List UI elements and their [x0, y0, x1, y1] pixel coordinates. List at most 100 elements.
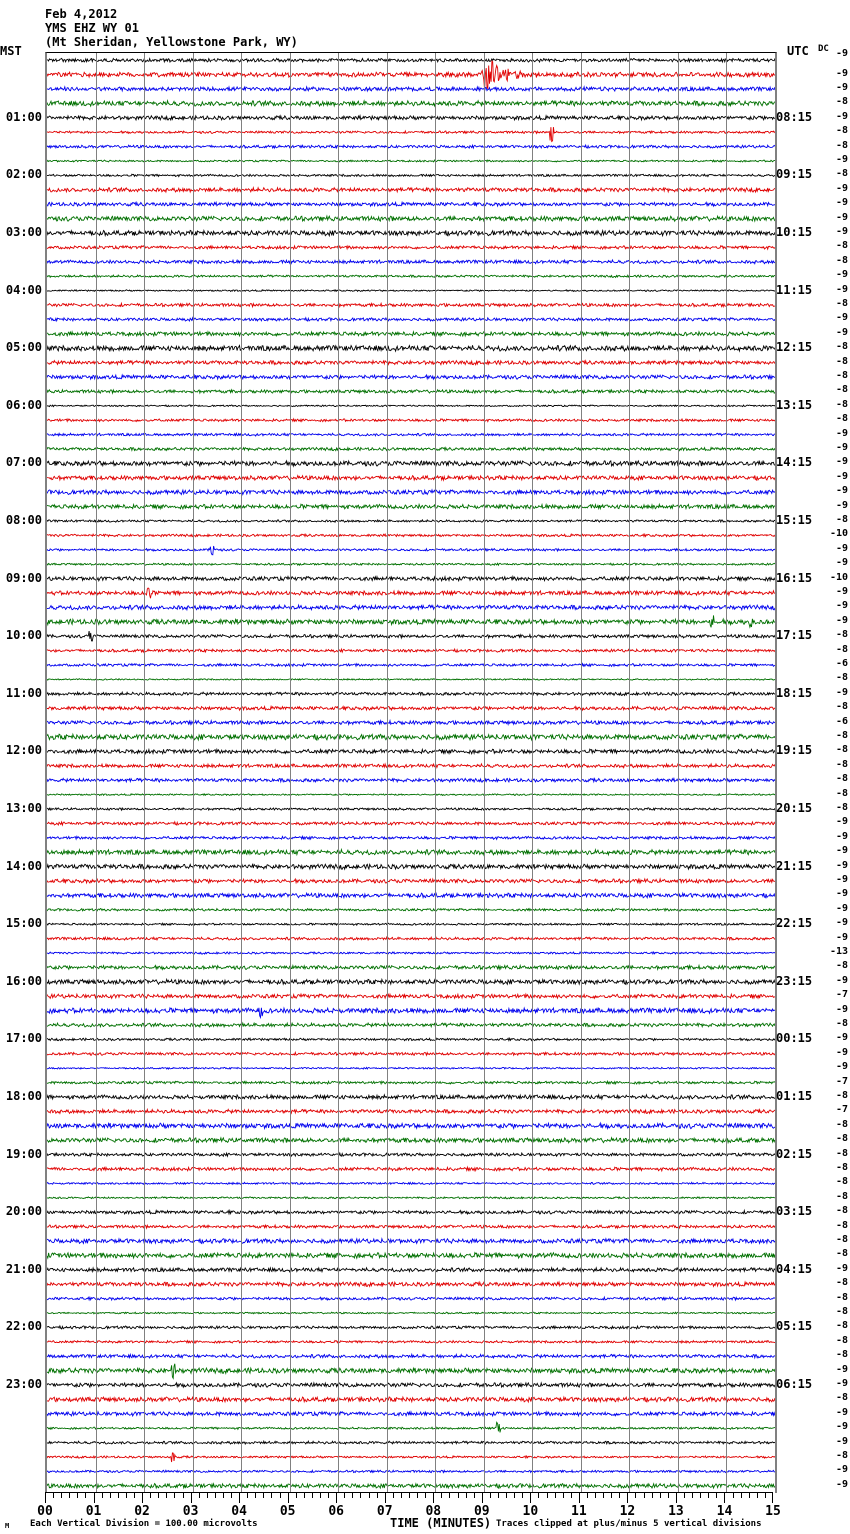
x-tick-minor	[247, 1492, 249, 1498]
x-tick-major	[142, 1492, 144, 1503]
trace-line	[47, 631, 775, 642]
dc-offset-value: -8	[835, 1334, 848, 1346]
trace-line	[47, 615, 775, 629]
x-axis-label: 09	[473, 1504, 490, 1519]
trace-line	[47, 907, 775, 913]
dc-offset-value: -8	[835, 802, 848, 813]
x-tick-minor	[295, 1492, 297, 1498]
utc-time-label: 06:15	[776, 1377, 813, 1391]
trace-line	[47, 1395, 775, 1404]
x-tick-major	[384, 1492, 386, 1503]
trace-line	[47, 1208, 775, 1216]
x-tick-minor	[125, 1492, 127, 1498]
x-tick-minor	[271, 1492, 273, 1498]
x-tick-minor	[198, 1492, 200, 1498]
trace-line	[47, 877, 775, 885]
trace-line	[47, 677, 775, 681]
footer-clip-note: Traces clipped at plus/minus 5 vertical …	[496, 1519, 762, 1529]
x-tick-minor	[700, 1492, 702, 1498]
trace-line	[47, 143, 775, 150]
dc-offset-value: -9	[835, 67, 848, 79]
utc-time-label: 09:15	[776, 167, 813, 182]
x-axis-label: 08	[425, 1504, 442, 1519]
x-tick-minor	[69, 1492, 71, 1498]
x-tick-minor	[603, 1492, 605, 1498]
x-tick-minor	[206, 1492, 208, 1498]
trace-line	[47, 747, 775, 756]
dc-offset-value: -13	[829, 946, 848, 957]
trace-line	[47, 992, 775, 1000]
x-axis-label: 13	[668, 1504, 684, 1519]
trace-line	[47, 1021, 775, 1029]
footer-scale-note: Each Vertical Division = 100.00 microvol…	[30, 1519, 258, 1529]
dc-offset-value: -9	[835, 586, 848, 597]
x-tick-minor	[595, 1492, 597, 1498]
trace-line	[47, 977, 775, 986]
trace-line	[47, 474, 775, 482]
dc-offset-value: -9	[835, 499, 848, 511]
x-tick-minor	[77, 1492, 79, 1498]
trace-line	[47, 502, 775, 511]
x-tick-minor	[538, 1492, 540, 1498]
x-tick-minor	[182, 1492, 184, 1498]
footer-mark-icon: M	[5, 1522, 10, 1530]
x-tick-minor	[231, 1492, 233, 1498]
x-tick-major	[675, 1492, 677, 1503]
dc-offset-value: -9	[835, 1378, 848, 1389]
trace-line	[47, 562, 775, 567]
dc-offset-value: -9	[835, 1421, 848, 1433]
trace-line	[47, 159, 775, 163]
dc-offset-value: -9	[835, 1406, 848, 1418]
trace-line	[47, 301, 775, 309]
dc-offset-value: -8	[835, 240, 848, 252]
x-tick-major	[772, 1492, 773, 1503]
utc-time-label: 13:15	[776, 397, 813, 412]
x-tick-minor	[344, 1492, 346, 1498]
seismogram-traces	[47, 57, 775, 1490]
dc-offset-value: -8	[835, 672, 848, 684]
trace-line	[47, 847, 775, 857]
utc-time-label: 19:15	[776, 743, 813, 758]
x-tick-minor	[376, 1492, 378, 1498]
dc-offset-value: -9	[835, 888, 848, 900]
utc-time-label: 17:15	[776, 628, 813, 643]
x-tick-minor	[53, 1492, 55, 1498]
dc-offset-value: -8	[835, 355, 848, 367]
x-axis-label: 15	[765, 1504, 781, 1519]
grid-line-minute-05	[289, 53, 291, 1493]
x-tick-minor	[417, 1492, 419, 1498]
trace-line	[47, 228, 775, 238]
x-tick-minor	[279, 1492, 281, 1498]
dc-offset-value: -8	[835, 1176, 848, 1188]
dc-offset-value: -9	[835, 1061, 848, 1073]
dc-offset-value: -9	[835, 557, 848, 569]
grid-line-minute-06	[338, 53, 340, 1493]
trace-line	[47, 1136, 775, 1145]
trace-line	[47, 963, 775, 972]
x-tick-minor	[400, 1492, 402, 1498]
mst-time-label: 22:00	[5, 1319, 42, 1334]
mst-time-label: 23:00	[5, 1377, 42, 1391]
dc-offset-value: -9	[835, 269, 848, 281]
dc-offset-value: -9	[835, 182, 848, 194]
x-tick-major	[93, 1492, 95, 1503]
x-tick-minor	[85, 1492, 87, 1498]
trace-line	[47, 1037, 775, 1042]
dc-offset-value: -9	[835, 326, 848, 338]
grid-line-minute-04	[241, 53, 243, 1493]
x-tick-minor	[311, 1492, 313, 1498]
x-tick-minor	[457, 1492, 459, 1498]
x-tick-minor	[368, 1492, 370, 1498]
dc-offset-value: -8	[835, 1133, 848, 1145]
footer-x-title: TIME (MINUTES)	[390, 1516, 492, 1530]
dc-offset-value: -8	[835, 254, 848, 266]
dc-offset-value: -9	[835, 816, 848, 828]
utc-time-label: 10:15	[776, 225, 813, 239]
mst-time-label: 21:00	[5, 1261, 42, 1276]
mst-time-label: 03:00	[5, 225, 42, 239]
dc-offset-value: -9	[835, 82, 848, 93]
mst-time-label: 07:00	[5, 455, 42, 470]
axis-label-mst: MST	[0, 44, 22, 58]
x-tick-minor	[109, 1492, 111, 1498]
dc-offset-value: -9	[835, 859, 848, 871]
